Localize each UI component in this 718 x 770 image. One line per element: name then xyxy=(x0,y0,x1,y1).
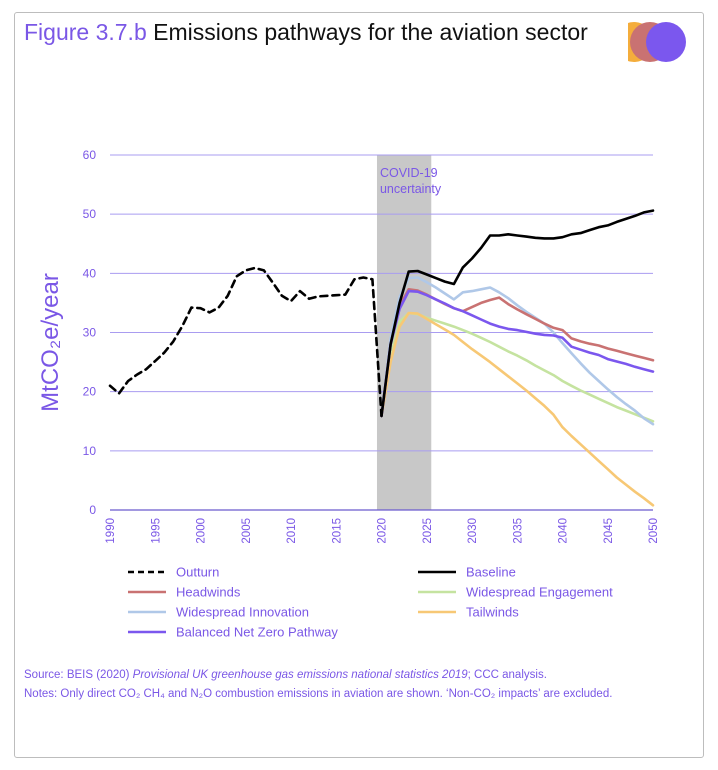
source-title: Provisional UK greenhouse gas emissions … xyxy=(132,669,468,681)
legend-label-outturn: Outturn xyxy=(176,565,219,580)
legend-label-balanced-net-zero-pathway: Balanced Net Zero Pathway xyxy=(176,625,338,640)
x-tick-label-2035: 2035 xyxy=(512,518,524,544)
figure-title: Figure 3.7.b Emissions pathways for the … xyxy=(24,18,604,46)
series-line-baseline xyxy=(380,209,655,418)
x-tick-label-2030: 2030 xyxy=(467,518,479,544)
y-tick-label-20: 20 xyxy=(83,385,97,399)
figure-frame xyxy=(14,12,704,758)
x-tick-label-2025: 2025 xyxy=(422,518,434,544)
figure-title-text: Emissions pathways for the aviation sect… xyxy=(153,19,588,45)
source-line: Source: BEIS (2020) Provisional UK green… xyxy=(24,666,612,685)
y-tick-label-50: 50 xyxy=(83,207,97,221)
source-suffix: ; CCC analysis. xyxy=(467,669,547,681)
brand-logo xyxy=(614,18,686,66)
covid-uncertainty-label: COVID-19 uncertainty xyxy=(380,166,442,196)
y-tick-label-10: 10 xyxy=(83,444,97,458)
legend-label-baseline: Baseline xyxy=(466,565,516,580)
x-tick-label-2040: 2040 xyxy=(558,518,570,544)
x-tick-label-2010: 2010 xyxy=(286,518,298,544)
legend-label-widespread-engagement: Widespread Engagement xyxy=(466,585,613,600)
x-tick-label-1995: 1995 xyxy=(150,518,162,544)
x-tick-label-2015: 2015 xyxy=(331,518,343,544)
y-tick-label-60: 60 xyxy=(83,148,97,162)
figure-label: Figure 3.7.b xyxy=(24,19,147,45)
y-axis-label: MtCO₂e/year xyxy=(37,273,64,412)
x-tick-label-2000: 2000 xyxy=(196,518,208,544)
legend-label-widespread-innovation: Widespread Innovation xyxy=(176,605,309,620)
notes-line: Notes: Only direct CO₂ CH₄ and N₂O combu… xyxy=(24,688,613,700)
x-tick-label-2050: 2050 xyxy=(648,518,660,544)
x-tick-label-1990: 1990 xyxy=(105,518,117,544)
x-tick-label-2045: 2045 xyxy=(603,518,615,544)
y-tick-label-40: 40 xyxy=(83,266,97,280)
series-line-outturn xyxy=(108,266,383,418)
series-line-balanced-net-zero-pathway xyxy=(380,289,655,418)
source-prefix: Source: BEIS (2020) xyxy=(24,669,133,681)
legend-label-headwinds: Headwinds xyxy=(176,585,241,600)
x-tick-label-2005: 2005 xyxy=(241,518,253,544)
logo-mask xyxy=(614,18,628,66)
series-line-widespread-innovation xyxy=(380,276,655,426)
y-tick-label-0: 0 xyxy=(89,503,96,517)
x-tick-label-2020: 2020 xyxy=(377,518,389,544)
logo-circle-3 xyxy=(646,22,686,62)
source-notes: Source: BEIS (2020) Provisional UK green… xyxy=(24,666,612,704)
series-line-tailwinds xyxy=(380,311,655,507)
legend-label-tailwinds: Tailwinds xyxy=(466,605,519,620)
y-tick-label-30: 30 xyxy=(83,326,97,340)
